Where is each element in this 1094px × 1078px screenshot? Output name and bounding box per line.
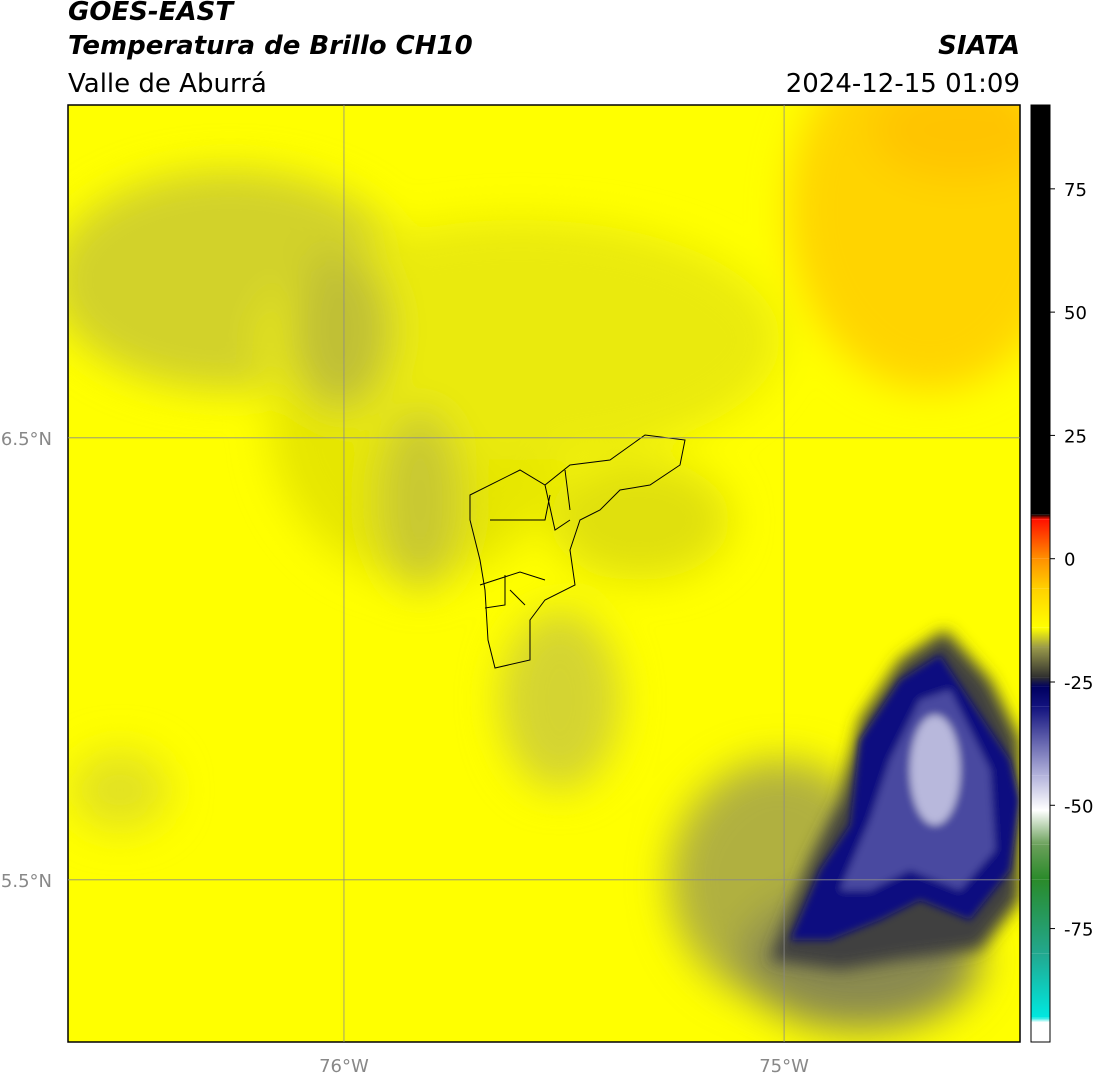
colorbar-segment xyxy=(1031,105,1050,515)
colorbar-segment xyxy=(1031,953,1050,1018)
x-tick-label: 75°W xyxy=(759,1056,809,1077)
colorbar-segment xyxy=(1031,558,1050,589)
colorbar-segment xyxy=(1031,677,1050,687)
colorbar-segment xyxy=(1031,1017,1050,1023)
colorbar-segment xyxy=(1031,627,1050,648)
source: SIATA xyxy=(938,31,1020,61)
colorbar-segment xyxy=(1031,844,1050,880)
datetime: 2024-12-15 01:09 xyxy=(786,69,1020,99)
colorbar-segment xyxy=(1031,519,1050,559)
colorbar-segment xyxy=(1031,810,1050,845)
colorbar-segment xyxy=(1031,686,1050,707)
municipality-boundaries xyxy=(469,434,686,669)
colorbar-tick-label: 75 xyxy=(1064,180,1087,201)
title: GOES-EAST xyxy=(68,0,235,27)
colorbar-tick-label: -50 xyxy=(1064,796,1093,817)
region: Valle de Aburrá xyxy=(68,69,267,99)
colorbar-tick-label: 25 xyxy=(1064,426,1087,447)
colorbar-tick-label: 0 xyxy=(1064,550,1075,571)
colorbar-tick-label: 50 xyxy=(1064,303,1087,324)
brightness-field xyxy=(68,105,1020,1042)
colorbar-segment xyxy=(1031,1022,1050,1042)
subtitle: Temperatura de Brillo CH10 xyxy=(68,31,473,61)
x-tick-label: 76°W xyxy=(319,1056,369,1077)
map-frame xyxy=(67,104,1021,1043)
colorbar-segment xyxy=(1031,706,1050,776)
colorbar-segment xyxy=(1031,588,1050,628)
colorbar-frame xyxy=(1030,104,1051,1043)
colorbar-segment xyxy=(1031,514,1050,520)
colorbar-tick-label: -75 xyxy=(1064,920,1093,941)
colorbar-segment xyxy=(1031,775,1050,811)
colorbar-segment xyxy=(1031,647,1050,678)
colorbar-segment xyxy=(1031,879,1050,954)
y-tick-label: 6.5°N xyxy=(1,429,52,450)
colorbar-tick-label: -25 xyxy=(1064,673,1093,694)
y-tick-label: 5.5°N xyxy=(1,871,52,892)
